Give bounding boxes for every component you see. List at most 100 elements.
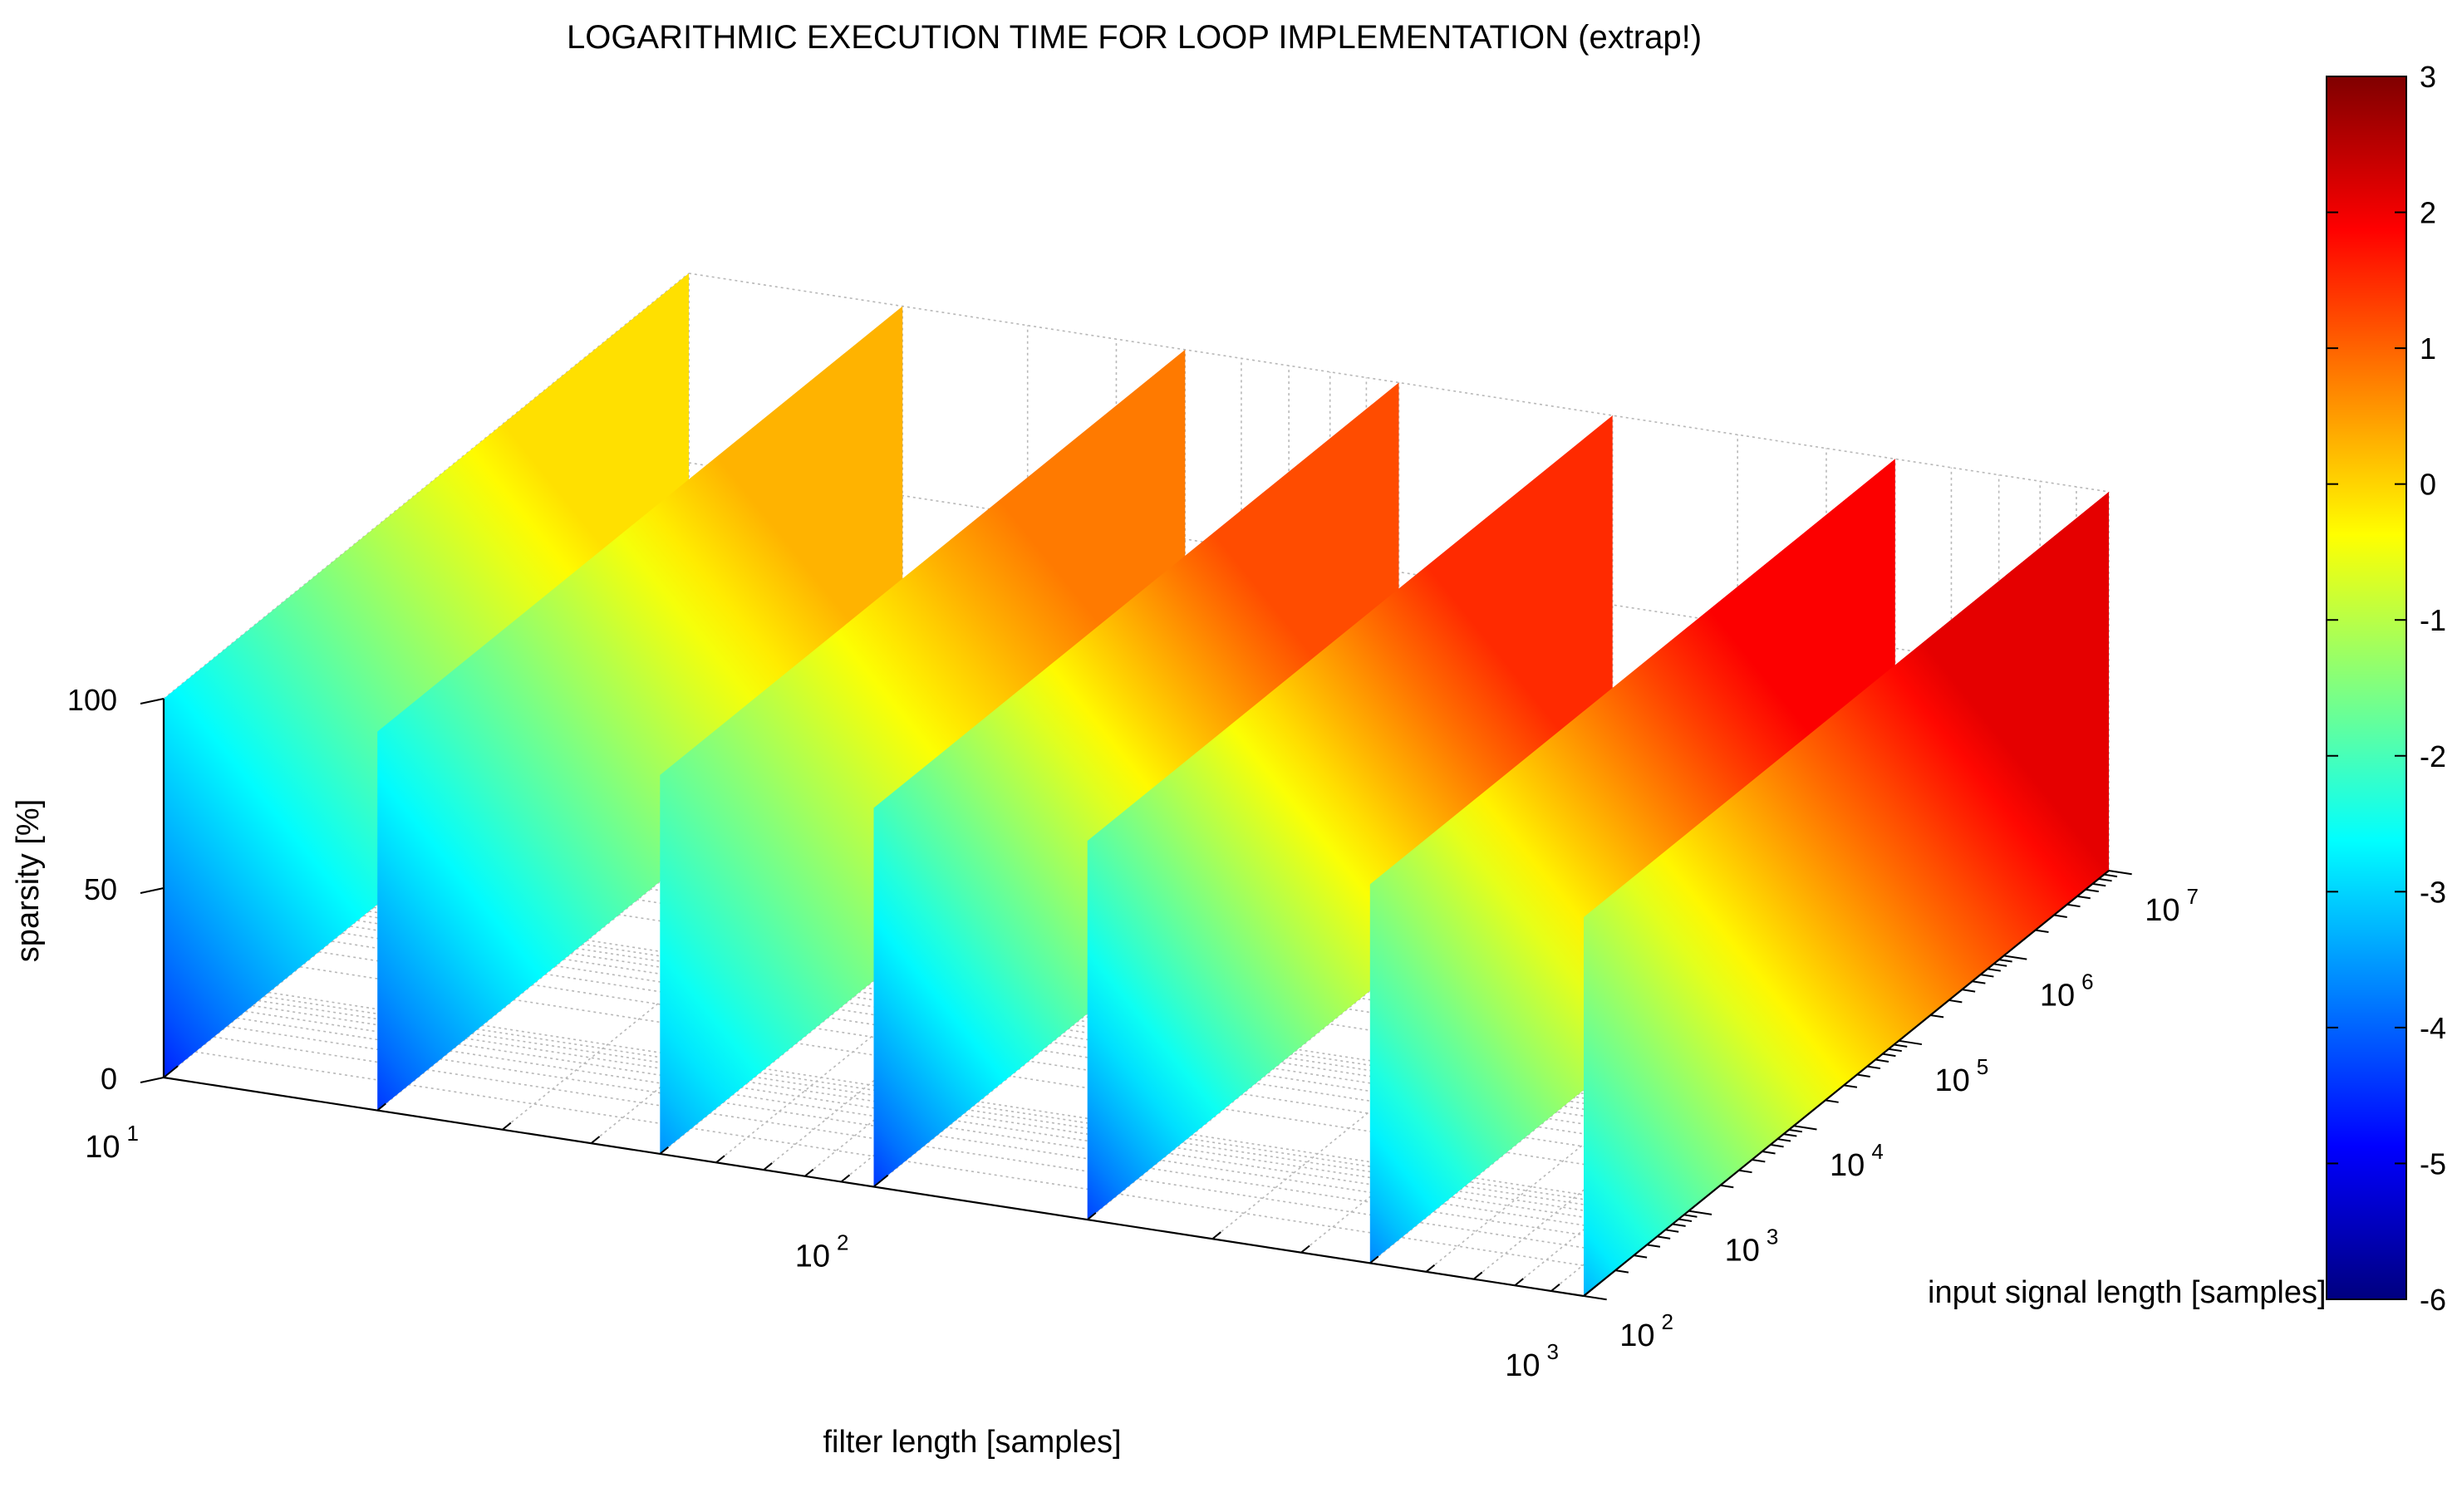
y-tick (1825, 1099, 1839, 1103)
floor-grid-line (214, 1036, 1634, 1256)
floor-grid-line (318, 950, 1739, 1171)
z-tick-label: 0 (101, 1062, 117, 1096)
x-tick-label: 10 2 (795, 1230, 849, 1274)
y-tick (1657, 1235, 1671, 1240)
colorbar-tick-label: 3 (2420, 60, 2436, 94)
floor-grid-line (363, 915, 1784, 1135)
floor-grid-line (300, 965, 1721, 1186)
colorbar-tick-label: -4 (2420, 1011, 2446, 1045)
y-tick (2076, 895, 2091, 900)
y-tick (1962, 989, 1976, 993)
x-tick (763, 1162, 773, 1171)
y-tick (1980, 974, 1994, 978)
floor-grid-line (258, 999, 1679, 1220)
y-tick-label: 10 6 (2040, 969, 2094, 1013)
y-tick-label: 10 4 (1830, 1139, 1884, 1183)
y-tick (1770, 1143, 1784, 1148)
y-tick (2053, 914, 2067, 918)
y-tick (2108, 870, 2132, 876)
x-tick (872, 1174, 889, 1188)
floor-grid-line (1087, 793, 1614, 1220)
z-axis-label: sparsity [%] (11, 799, 46, 962)
z-tick (140, 887, 165, 894)
y-tick (1665, 1229, 1679, 1233)
y-tick (1788, 1128, 1802, 1133)
y-tick (1993, 963, 2007, 967)
y-tick (1614, 1269, 1629, 1274)
y-tick (1688, 1210, 1713, 1215)
colorbar: 3 2 1 0 -1 -2 -3 -4 -5 -6 (2326, 60, 2446, 1317)
x-tick (1550, 1284, 1560, 1292)
y-tick (1672, 1223, 1686, 1227)
x-tick (1300, 1244, 1310, 1254)
y-tick (1899, 1039, 1923, 1046)
x-tick (163, 1065, 179, 1078)
floor-grid-line (263, 995, 1684, 1216)
y-tick (1875, 1058, 1889, 1063)
y-tick (2104, 873, 2118, 878)
y-tick (2098, 877, 2112, 882)
y-tick (1777, 1138, 1791, 1142)
y-tick (1583, 1295, 1607, 1301)
x-tick (804, 1168, 814, 1177)
x-tick (840, 1174, 851, 1183)
y-tick (1634, 1254, 1648, 1259)
y-tick (1678, 1218, 1693, 1222)
y-tick (1930, 1014, 1944, 1019)
data-slice (660, 349, 1186, 1154)
y-tick (2092, 882, 2106, 887)
y-tick-label: 10 3 (1725, 1225, 1779, 1269)
y-tick (1998, 959, 2012, 963)
floor-grid-line (268, 991, 1689, 1212)
floor-grid-line (342, 932, 1762, 1152)
x-tick (1211, 1231, 1221, 1240)
colorbar-tick-label: -2 (2420, 739, 2446, 773)
y-tick (1843, 1084, 1858, 1088)
x-tick-label: 10 3 (1505, 1339, 1559, 1383)
y-tick (1856, 1073, 1870, 1078)
x-tick-label: 10 1 (85, 1121, 139, 1165)
x-tick (1583, 1284, 1599, 1297)
y-tick (1762, 1151, 1776, 1155)
data-slice (1369, 459, 1895, 1264)
x-tick (715, 1155, 725, 1164)
z-tick (140, 698, 165, 704)
x-tick (376, 1102, 386, 1112)
back-wall-grid-line (688, 462, 2110, 682)
y-tick (1882, 1053, 1896, 1058)
y-tick (1793, 1125, 1817, 1131)
y-tick (2035, 929, 2049, 933)
y-tick (1888, 1048, 1902, 1053)
floor-grid-line (350, 925, 1771, 1146)
z-tick-label: 50 (84, 872, 117, 906)
y-tick (1683, 1214, 1698, 1218)
floor-grid-line (368, 911, 1790, 1131)
y-tick (1972, 980, 1986, 984)
floor-grid-line (405, 881, 1826, 1102)
colorbar-tick-label: 1 (2420, 331, 2436, 366)
x-tick (502, 1122, 512, 1131)
x-tick (1369, 1255, 1379, 1264)
y-tick-label: 10 5 (1934, 1054, 1988, 1098)
floor-grid-line (376, 684, 903, 1112)
data-slices (164, 273, 2109, 1296)
y-tick (1948, 999, 1963, 1004)
x-tick (659, 1146, 670, 1155)
y-tick (1783, 1133, 1797, 1137)
z-tick (140, 1077, 165, 1083)
x-tick (1514, 1278, 1524, 1287)
y-tick (1752, 1158, 1766, 1163)
colorbar-tick-label: 0 (2420, 468, 2436, 502)
x-tick (590, 1136, 601, 1144)
y-tick (2085, 888, 2099, 893)
floor-grid-line (245, 1010, 1666, 1231)
colorbar-scale (2326, 76, 2407, 1300)
floor-grid-line (194, 1051, 1616, 1271)
data-slice (1584, 492, 2109, 1296)
y-tick (2003, 955, 2027, 960)
x-tick (1087, 1212, 1097, 1220)
y-tick (1987, 968, 2001, 972)
y-tick (1646, 1244, 1661, 1248)
colorbar-tick-label: -1 (2420, 603, 2446, 637)
